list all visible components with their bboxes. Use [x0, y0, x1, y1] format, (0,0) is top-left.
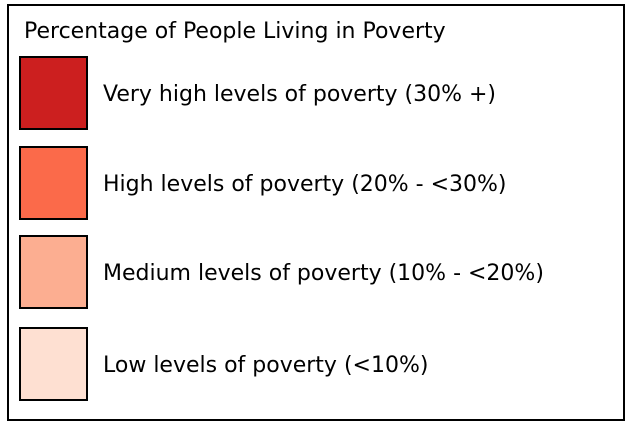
legend-swatch	[19, 327, 88, 401]
legend-swatch	[19, 146, 88, 220]
legend-label: Low levels of poverty (<10%)	[103, 353, 428, 378]
legend-frame	[7, 4, 625, 421]
legend-swatch	[19, 235, 88, 309]
legend-label: Very high levels of poverty (30% +)	[103, 82, 496, 107]
legend-swatch	[19, 56, 88, 130]
legend-label: Medium levels of poverty (10% - <20%)	[103, 261, 544, 286]
legend-label: High levels of poverty (20% - <30%)	[103, 172, 507, 197]
legend-title: Percentage of People Living in Poverty	[24, 19, 446, 44]
